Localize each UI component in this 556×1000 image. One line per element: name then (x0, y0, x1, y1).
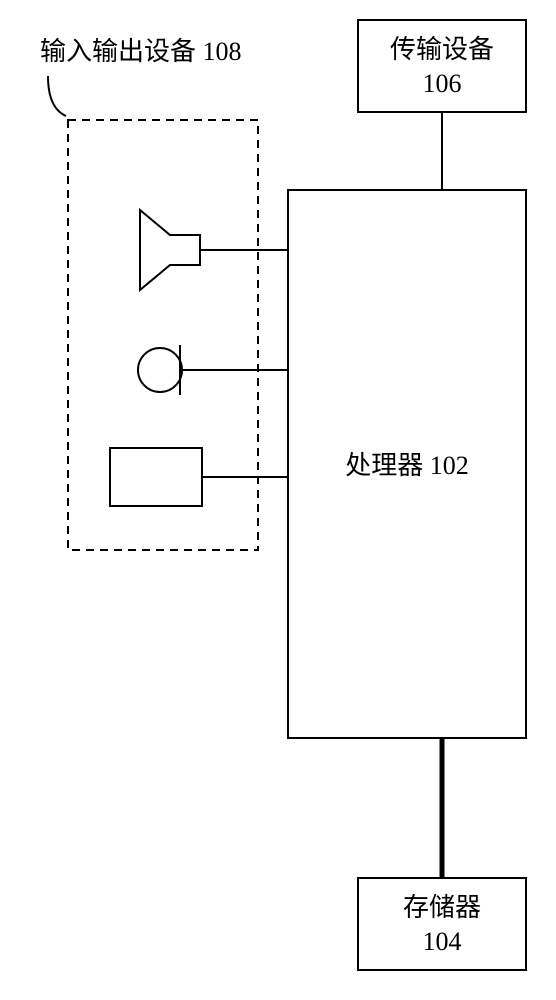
mic-icon (138, 348, 182, 392)
io-brace (48, 76, 66, 116)
display-icon (110, 448, 202, 506)
memory-number: 104 (423, 927, 462, 956)
memory-label: 存储器 (403, 893, 481, 922)
io-device-group (68, 120, 258, 550)
processor-label: 处理器 102 (345, 451, 469, 480)
transmission-label: 传输设备 (390, 35, 494, 64)
transmission-box (358, 20, 526, 112)
memory-box (358, 878, 526, 970)
io-device-label: 输入输出设备 108 (40, 37, 242, 66)
transmission-number: 106 (423, 69, 462, 98)
speaker-icon (140, 210, 200, 290)
